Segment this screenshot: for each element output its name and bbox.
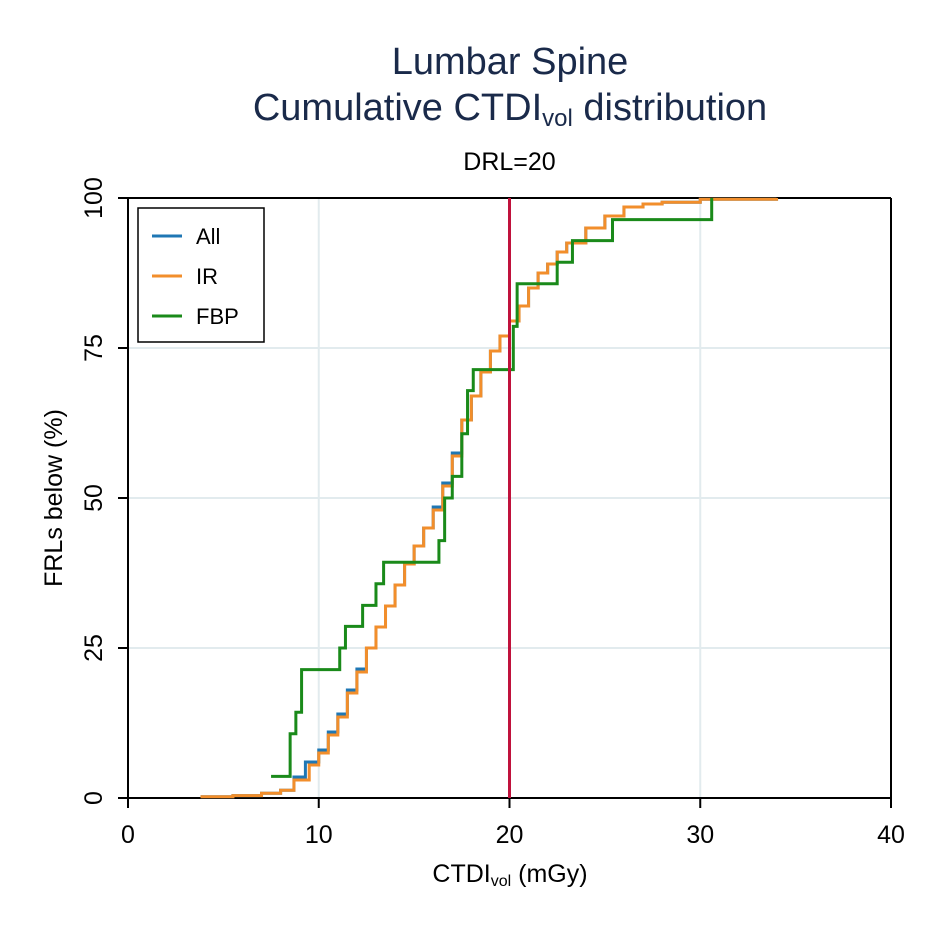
y-tick-label: 25 (80, 634, 108, 662)
y-tick-label: 100 (80, 177, 108, 219)
series-line (271, 198, 714, 778)
legend-label: All (196, 224, 220, 249)
title-subscript: vol (542, 105, 573, 132)
x-tick-label: 0 (121, 821, 135, 849)
y-tick-label: 0 (80, 791, 108, 805)
annotation: DRL=20 (463, 148, 555, 176)
chart-title: Cumulative CTDIvol distribution (253, 87, 767, 132)
label-part: (mGy) (511, 860, 587, 888)
y-tick-label: 50 (80, 484, 108, 512)
legend-label: FBP (196, 304, 239, 329)
x-tick-label: 30 (686, 821, 714, 849)
y-tick-label: 75 (80, 334, 108, 362)
x-tick-label: 40 (877, 821, 905, 849)
chart-title: Lumbar Spine (392, 41, 629, 83)
title-part: distribution (573, 87, 767, 129)
label-subscript: vol (491, 873, 511, 890)
x-tick-label: 20 (496, 821, 524, 849)
label-part: CTDI (432, 860, 490, 888)
title-part: Cumulative CTDI (253, 87, 542, 129)
legend-label: IR (196, 264, 218, 289)
x-axis-label: CTDIvol (mGy) (432, 860, 587, 890)
y-axis-label: FRLs below (%) (40, 409, 68, 587)
x-tick-label: 10 (305, 821, 333, 849)
